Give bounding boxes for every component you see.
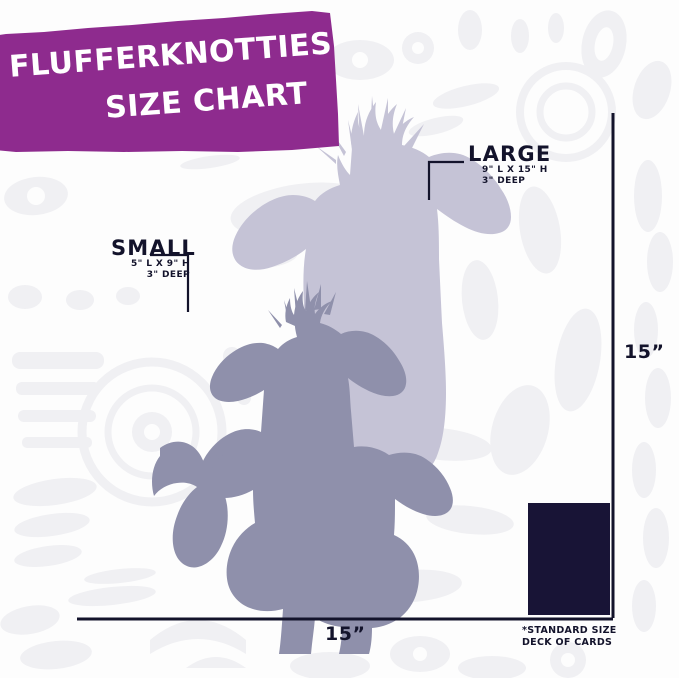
banner-shape [0, 11, 339, 152]
small-plush-silhouette [152, 281, 453, 654]
title-banner: FLUFFERKNOTTIES SIZE CHART [0, 6, 340, 152]
small-leader-line [150, 253, 190, 312]
large-size-depth: 3" DEEP [482, 176, 526, 187]
width-measurement-label: 15” [325, 623, 366, 645]
height-measurement-label: 15” [624, 341, 665, 363]
small-size-callout: SMALL 5" L X 9" H 3" DEEP [86, 238, 196, 282]
large-size-title: LARGE [468, 142, 552, 166]
deck-of-cards-caption: *STANDARD SIZE DECK OF CARDS [522, 625, 617, 648]
deck-of-cards-swatch [528, 503, 610, 615]
small-size-depth: 3" DEEP [146, 270, 190, 281]
small-size-title: SMALL [110, 236, 196, 260]
large-leader-line [427, 160, 464, 200]
small-size-dimensions: 5" L X 9" H [130, 259, 190, 269]
large-plush-silhouette [232, 96, 511, 509]
large-size-callout: LARGE 9" L X 15" H 3" DEEP [468, 144, 618, 188]
large-size-dimensions: 9" L X 15" H [482, 165, 548, 175]
